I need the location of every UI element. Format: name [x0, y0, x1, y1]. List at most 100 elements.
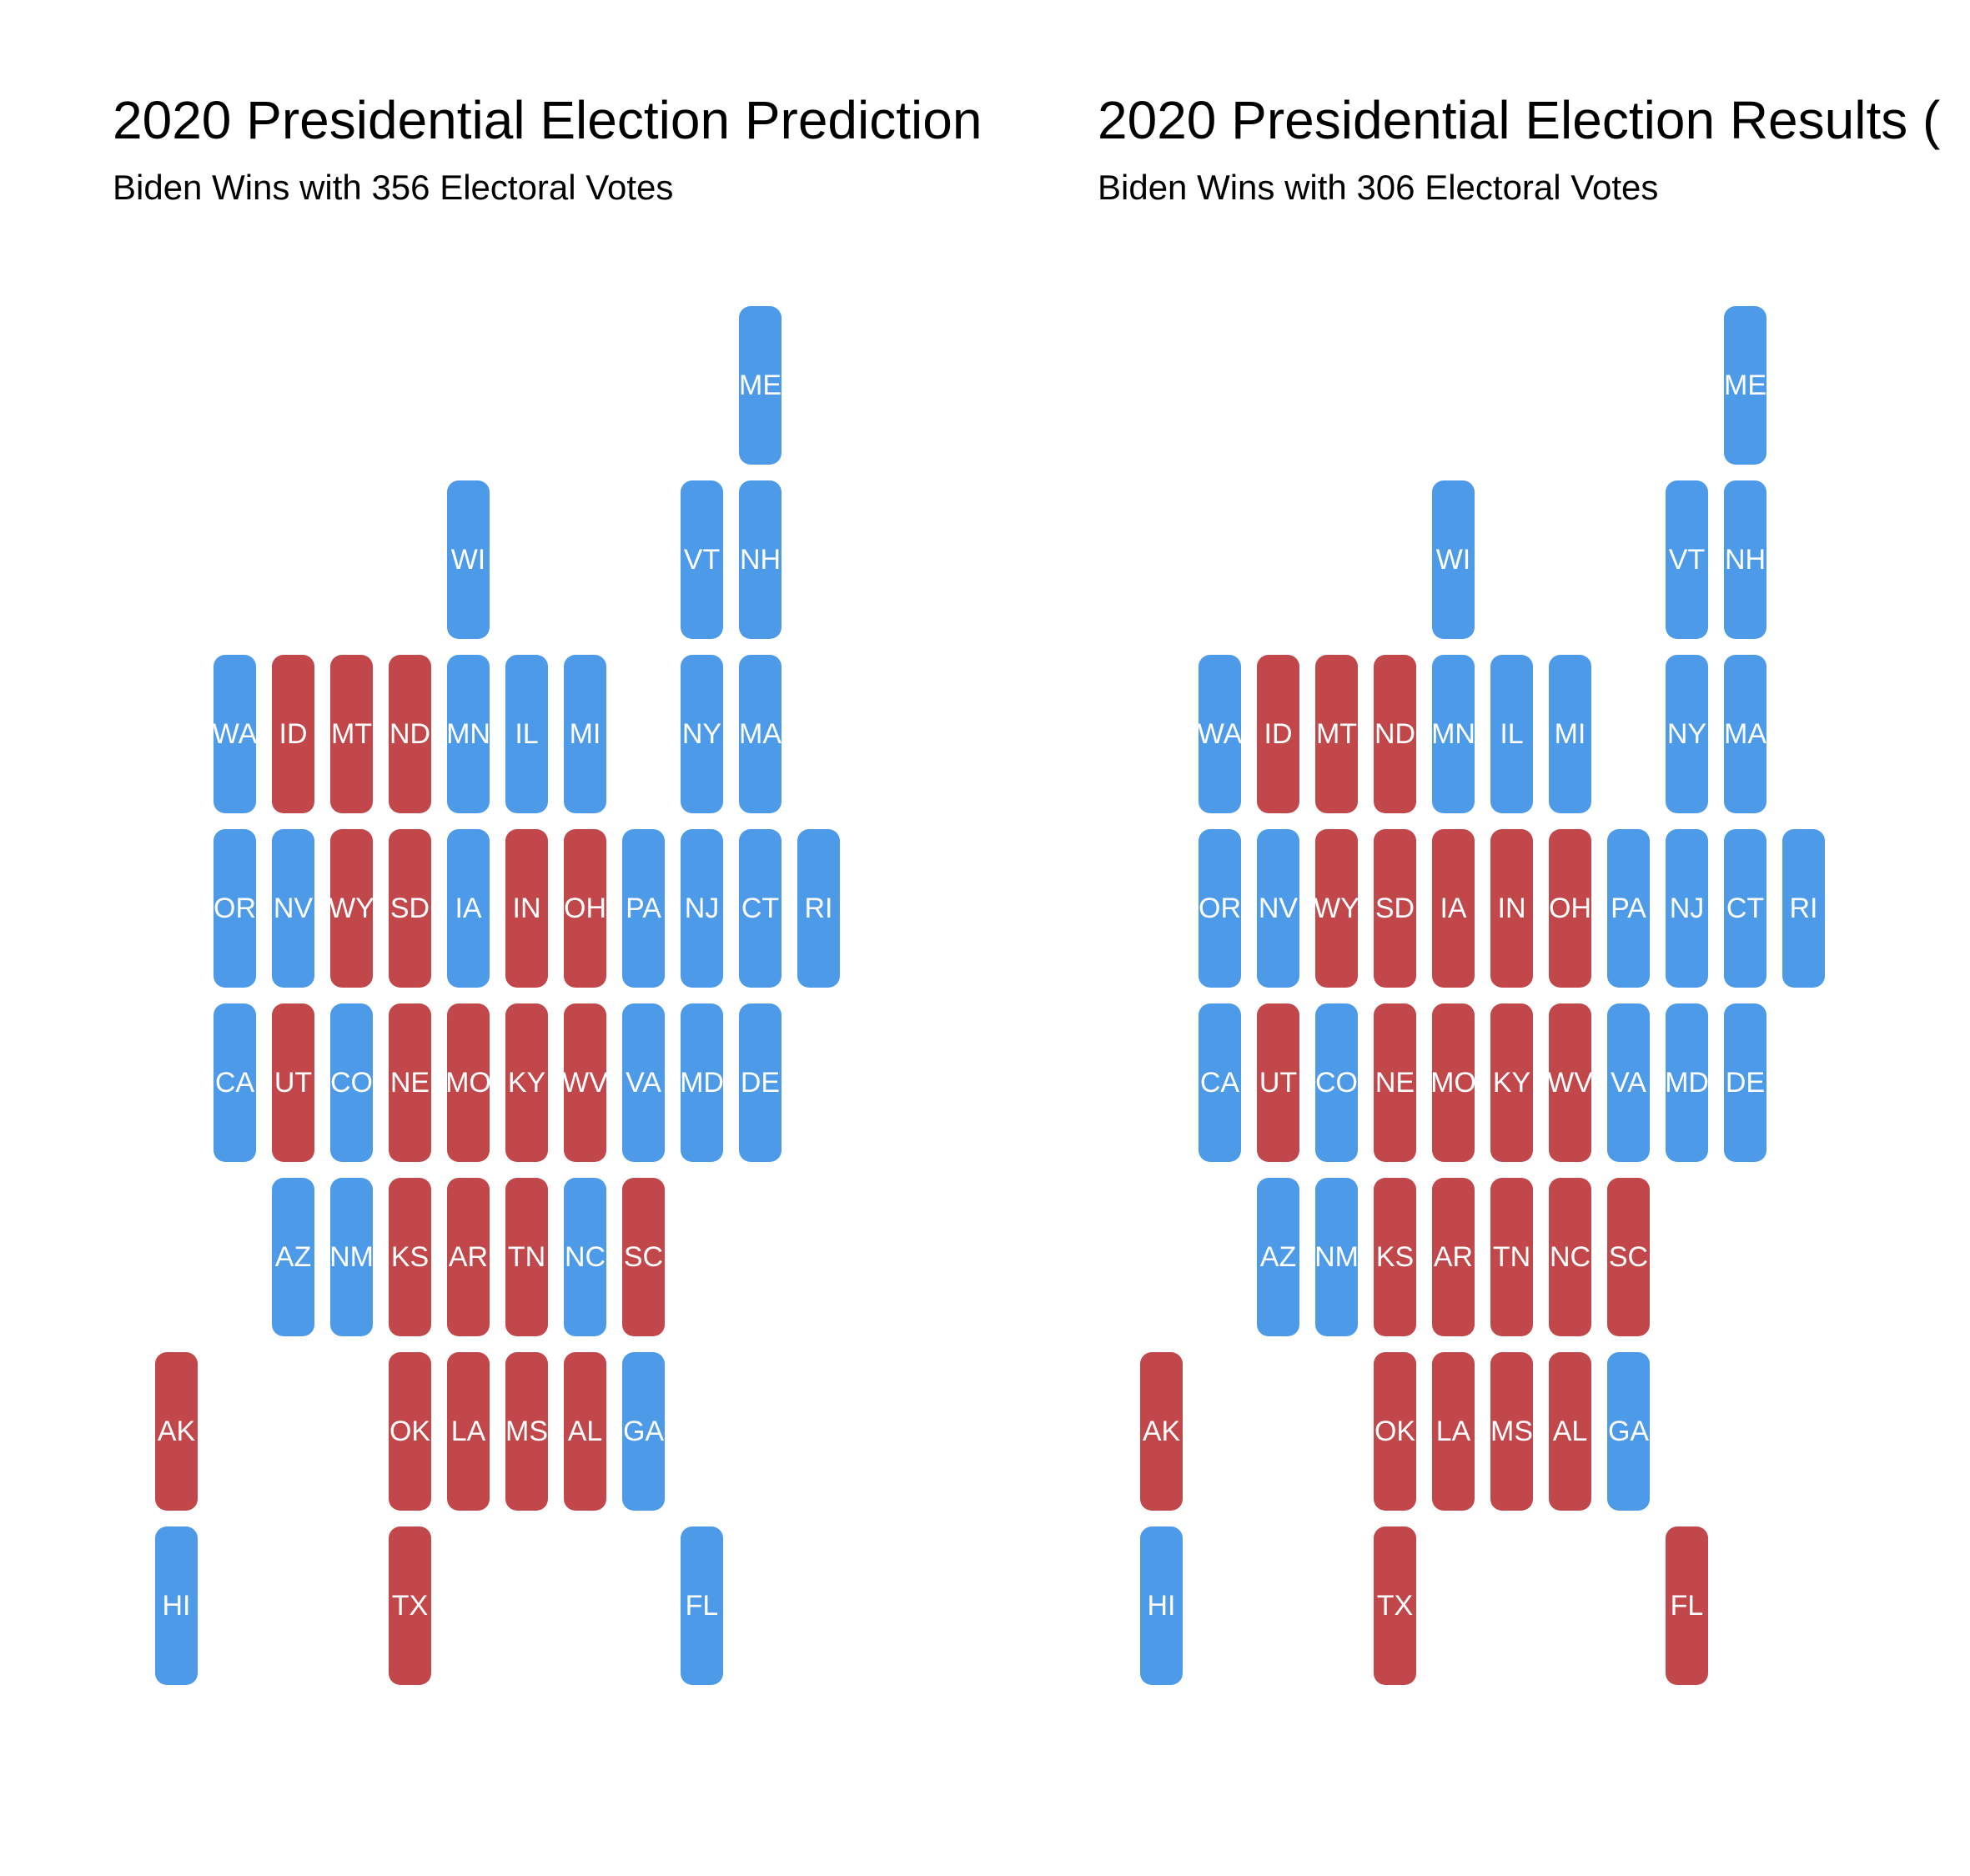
- state-tile-mt: MT: [330, 655, 373, 813]
- state-label: NC: [1549, 1241, 1591, 1273]
- state-tile-ut: UT: [1257, 1003, 1299, 1162]
- prediction-tile-map: ME WI VT NH WA ID MT ND MN IL MI NY MA OR NV WY SD IA IN OH…: [155, 306, 840, 1685]
- state-tile-ma: MA: [1724, 655, 1766, 813]
- state-tile-ma: MA: [739, 655, 781, 813]
- state-tile-sd: SD: [1374, 829, 1416, 988]
- results-panel: 2020 Presidential Election Results ( Bid…: [985, 0, 1970, 1876]
- state-tile-pa: PA: [622, 829, 665, 988]
- state-tile-ga: GA: [1607, 1352, 1650, 1511]
- state-tile-hi: HI: [1140, 1526, 1183, 1685]
- state-tile-tx: TX: [1374, 1526, 1416, 1685]
- state-label: NJ: [684, 893, 720, 924]
- state-label: WA: [1197, 718, 1243, 750]
- state-tile-ia: IA: [447, 829, 490, 988]
- state-tile-nj: NJ: [681, 829, 723, 988]
- state-tile-ks: KS: [1374, 1178, 1416, 1336]
- state-label: NY: [1666, 718, 1707, 750]
- state-tile-nc: NC: [564, 1178, 606, 1336]
- state-tile-mi: MI: [564, 655, 606, 813]
- state-label: AZ: [1259, 1241, 1297, 1273]
- state-label: AZ: [274, 1241, 312, 1273]
- state-tile-la: LA: [447, 1352, 490, 1511]
- state-label: ND: [389, 718, 431, 750]
- state-label: RI: [804, 893, 833, 924]
- prediction-title: 2020 Presidential Election Prediction: [113, 90, 982, 150]
- state-label: SC: [623, 1241, 664, 1273]
- state-tile-wi: WI: [1432, 480, 1475, 639]
- state-tile-nv: NV: [272, 829, 314, 988]
- state-label: IN: [512, 893, 541, 924]
- state-tile-mi: MI: [1549, 655, 1591, 813]
- state-label: NY: [681, 718, 722, 750]
- state-label: KS: [1375, 1241, 1415, 1273]
- state-label: WA: [212, 718, 258, 750]
- state-tile-nh: NH: [739, 480, 781, 639]
- state-label: NJ: [1669, 893, 1705, 924]
- state-tile-tx: TX: [389, 1526, 431, 1685]
- state-tile-hi: HI: [155, 1526, 198, 1685]
- state-label: ME: [1724, 370, 1766, 401]
- state-tile-ca: CA: [1199, 1003, 1241, 1162]
- state-label: AL: [567, 1416, 603, 1447]
- state-label: MS: [505, 1416, 548, 1447]
- state-tile-mo: MO: [1430, 1003, 1476, 1162]
- state-tile-nd: ND: [1374, 655, 1416, 813]
- state-tile-tn: TN: [505, 1178, 548, 1336]
- state-label: OH: [564, 893, 606, 924]
- state-tile-ky: KY: [1490, 1003, 1533, 1162]
- state-tile-me: ME: [739, 306, 781, 465]
- state-label: LA: [450, 1416, 486, 1447]
- state-label: UT: [1259, 1067, 1298, 1099]
- state-tile-al: AL: [564, 1352, 606, 1511]
- state-label: IL: [1500, 718, 1524, 750]
- state-label: WV: [1547, 1067, 1593, 1099]
- state-label: NM: [329, 1241, 374, 1273]
- state-label: TX: [1376, 1590, 1414, 1622]
- state-label: DE: [1725, 1067, 1766, 1099]
- state-label: MS: [1490, 1416, 1533, 1447]
- state-label: WI: [450, 544, 486, 576]
- state-tile-co: CO: [330, 1003, 373, 1162]
- state-tile-me: ME: [1724, 306, 1766, 465]
- state-tile-wy: WY: [329, 829, 374, 988]
- state-label: DE: [740, 1067, 781, 1099]
- state-label: CT: [1726, 893, 1765, 924]
- state-label: GA: [622, 1416, 665, 1447]
- state-tile-ok: OK: [1374, 1352, 1416, 1511]
- state-label: FL: [685, 1590, 719, 1622]
- state-tile-fl: FL: [681, 1526, 723, 1685]
- state-label: SC: [1608, 1241, 1649, 1273]
- state-label: TN: [1492, 1241, 1531, 1273]
- state-tile-al: AL: [1549, 1352, 1591, 1511]
- state-label: NE: [1374, 1067, 1415, 1099]
- state-tile-oh: OH: [564, 829, 606, 988]
- state-tile-wa: WA: [1197, 655, 1243, 813]
- state-tile-mo: MO: [445, 1003, 491, 1162]
- state-label: VA: [1611, 1067, 1646, 1099]
- state-tile-nc: NC: [1549, 1178, 1591, 1336]
- state-label: AR: [1433, 1241, 1474, 1273]
- state-label: WV: [562, 1067, 608, 1099]
- state-label: KY: [1492, 1067, 1531, 1099]
- state-tile-il: IL: [1490, 655, 1533, 813]
- state-label: NM: [1314, 1241, 1359, 1273]
- state-tile-ak: AK: [155, 1352, 198, 1511]
- state-tile-ca: CA: [214, 1003, 256, 1162]
- state-label: TX: [391, 1590, 429, 1622]
- results-subtitle: Biden Wins with 306 Electoral Votes: [1098, 168, 1659, 207]
- state-tile-ia: IA: [1432, 829, 1475, 988]
- state-label: IA: [1440, 893, 1467, 924]
- state-tile-ct: CT: [739, 829, 781, 988]
- state-label: SD: [1374, 893, 1415, 924]
- state-tile-de: DE: [739, 1003, 781, 1162]
- state-label: VT: [683, 544, 721, 576]
- state-label: NV: [273, 893, 314, 924]
- state-tile-ky: KY: [505, 1003, 548, 1162]
- state-tile-ny: NY: [681, 655, 723, 813]
- state-tile-in: IN: [1490, 829, 1533, 988]
- state-label: OH: [1549, 893, 1591, 924]
- results-title: 2020 Presidential Election Results (: [1098, 90, 1941, 150]
- state-tile-ri: RI: [797, 829, 840, 988]
- state-tile-mn: MN: [1431, 655, 1475, 813]
- state-label: ME: [739, 370, 781, 401]
